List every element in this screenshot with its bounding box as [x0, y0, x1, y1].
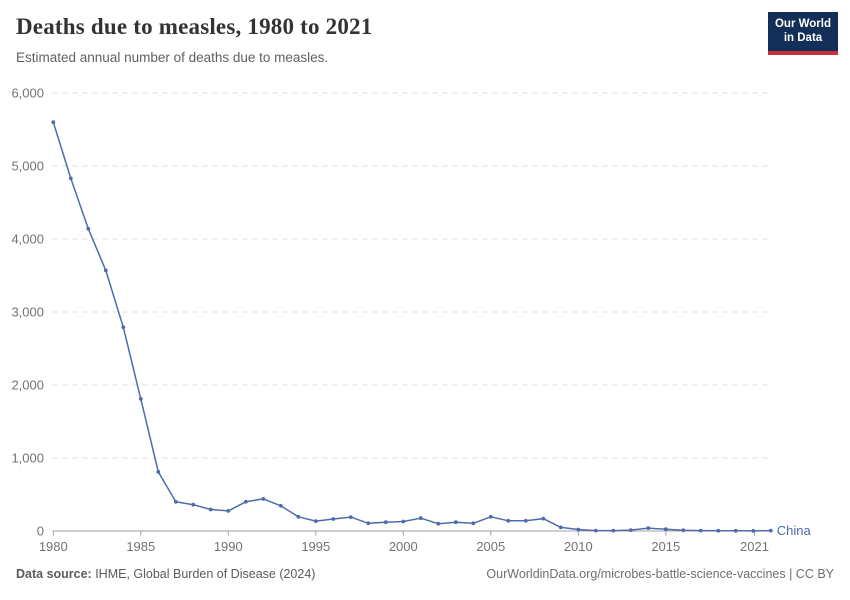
x-tick-label: 1990 [214, 539, 243, 554]
data-point[interactable] [121, 325, 126, 330]
data-point[interactable] [681, 528, 686, 533]
data-point[interactable] [576, 527, 581, 532]
data-point[interactable] [278, 503, 283, 508]
data-point[interactable] [68, 176, 73, 181]
data-source-label: Data source: [16, 567, 92, 581]
data-point[interactable] [488, 514, 493, 519]
data-point[interactable] [191, 502, 196, 507]
x-tick-label: 1985 [126, 539, 155, 554]
data-point[interactable] [331, 517, 336, 521]
data-point[interactable] [611, 528, 616, 533]
data-point[interactable] [103, 268, 108, 273]
data-point[interactable] [366, 521, 371, 526]
data-point[interactable] [733, 528, 738, 533]
y-tick-label: 5,000 [11, 159, 44, 174]
x-tick-label: 1995 [301, 539, 330, 554]
data-point[interactable] [471, 521, 476, 526]
chart-subtitle: Estimated annual number of deaths due to… [16, 50, 329, 65]
data-point[interactable] [401, 519, 406, 524]
data-point[interactable] [506, 518, 511, 523]
data-point[interactable] [751, 529, 756, 533]
data-point[interactable] [208, 507, 213, 512]
data-source-value: IHME, Global Burden of Disease (2024) [91, 567, 316, 581]
chart-footer: Data source: IHME, Global Burden of Dise… [16, 567, 834, 581]
data-point[interactable] [716, 528, 721, 533]
y-tick-label: 4,000 [11, 232, 44, 247]
data-point[interactable] [156, 470, 161, 474]
data-point[interactable] [296, 514, 301, 519]
y-tick-label: 6,000 [11, 86, 44, 101]
owid-logo-line1: Our World [774, 18, 831, 30]
x-tick-label: 2015 [651, 539, 680, 554]
data-point[interactable] [173, 499, 178, 504]
data-point[interactable] [768, 528, 773, 533]
data-point[interactable] [348, 515, 353, 519]
data-point[interactable] [453, 520, 458, 525]
y-tick-label: 1,000 [11, 451, 44, 466]
data-point[interactable] [226, 509, 231, 513]
y-tick-label: 3,000 [11, 305, 44, 320]
data-point[interactable] [593, 528, 598, 533]
x-tick-label: 2005 [476, 539, 505, 554]
data-point[interactable] [418, 516, 423, 521]
data-point[interactable] [261, 497, 266, 501]
owid-logo-line2: in Data [783, 32, 823, 45]
data-source: Data source: IHME, Global Burden of Dise… [16, 567, 315, 581]
chart-title: Deaths due to measles, 1980 to 2021 [16, 14, 373, 39]
x-tick-label: 2010 [564, 539, 593, 554]
series-line-china[interactable] [52, 121, 772, 532]
y-tick-label: 2,000 [11, 378, 44, 393]
data-point[interactable] [663, 527, 668, 532]
data-point[interactable] [558, 525, 563, 530]
line-chart[interactable]: 0 1,000 2,000 3,000 4,000 5,000 6,000 1980 1985 1… [0, 80, 850, 560]
data-point[interactable] [523, 518, 528, 523]
data-point[interactable] [51, 120, 56, 125]
entity-label-china[interactable]: China [777, 523, 812, 538]
data-point[interactable] [86, 226, 91, 231]
data-point[interactable] [436, 521, 441, 526]
data-point[interactable] [646, 526, 651, 530]
data-point[interactable] [628, 528, 633, 532]
credit-link[interactable]: OurWorldinData.org/microbes-battle-scien… [486, 567, 834, 581]
data-point[interactable] [541, 516, 546, 521]
x-tick-label: 1980 [39, 539, 68, 554]
data-point[interactable] [698, 528, 703, 533]
owid-logo[interactable]: Our World in Data [768, 12, 838, 55]
y-tick-label: 0 [37, 524, 44, 539]
x-tick-label: 2000 [389, 539, 418, 554]
data-point[interactable] [138, 397, 143, 401]
data-point[interactable] [243, 499, 248, 504]
data-point[interactable] [383, 520, 388, 525]
x-tick-label: 2021 [740, 539, 769, 554]
data-point[interactable] [313, 519, 318, 523]
